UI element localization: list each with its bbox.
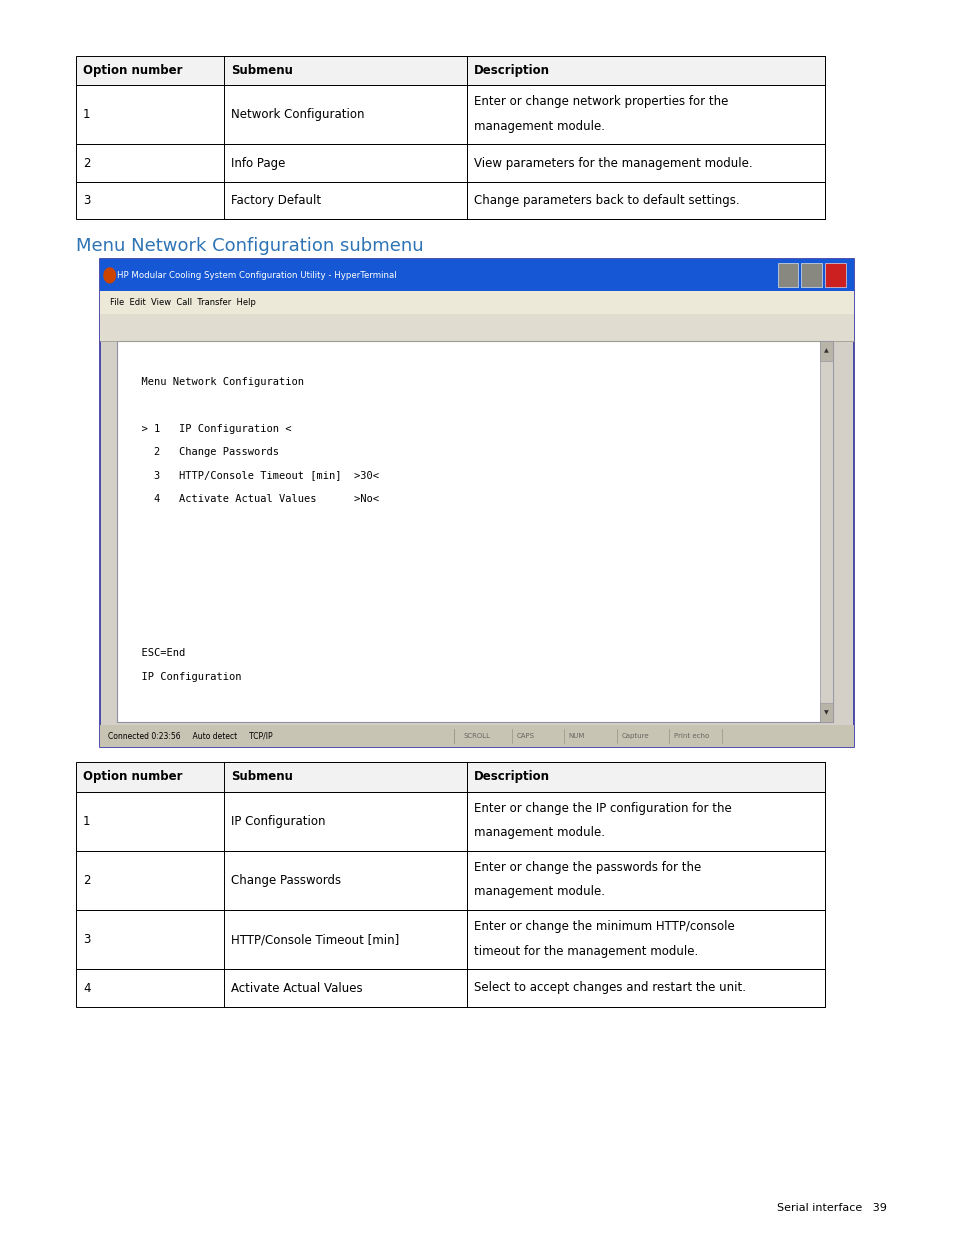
Bar [467, 85, 824, 144]
Bar [820, 341, 832, 722]
Text: timeout for the management module.: timeout for the management module. [474, 945, 698, 958]
Text: > 1   IP Configuration <: > 1 IP Configuration < [129, 424, 291, 433]
Bar [801, 263, 821, 288]
Text: 3: 3 [83, 194, 91, 206]
Bar [224, 182, 467, 219]
Bar [224, 969, 467, 1007]
Text: IP Configuration: IP Configuration [231, 815, 325, 827]
Bar [777, 263, 798, 288]
Bar [76, 144, 824, 182]
Text: IP Configuration: IP Configuration [129, 672, 241, 682]
Text: management module.: management module. [474, 826, 604, 840]
Bar [224, 144, 467, 182]
Text: Serial interface   39: Serial interface 39 [777, 1203, 886, 1213]
Text: 3: 3 [83, 934, 91, 946]
Bar [467, 792, 824, 851]
Text: NUM: NUM [568, 734, 584, 739]
Text: Select to accept changes and restart the unit.: Select to accept changes and restart the… [474, 982, 745, 994]
Text: Factory Default: Factory Default [231, 194, 320, 206]
Bar [76, 56, 824, 85]
Bar [467, 969, 824, 1007]
Bar [224, 85, 467, 144]
Text: Print echo: Print echo [673, 734, 708, 739]
Bar [100, 259, 853, 747]
Text: Info Page: Info Page [231, 157, 285, 169]
Text: Menu Network Configuration: Menu Network Configuration [129, 377, 303, 387]
Bar [467, 182, 824, 219]
Text: management module.: management module. [474, 885, 604, 899]
Bar [224, 56, 467, 85]
Bar [76, 85, 824, 144]
Text: 2: 2 [83, 157, 91, 169]
Text: Option number: Option number [83, 771, 182, 783]
Bar [224, 762, 467, 792]
Bar [224, 910, 467, 969]
Text: SCROLL: SCROLL [463, 734, 491, 739]
Bar [224, 792, 467, 851]
Bar [820, 341, 832, 361]
Bar [467, 56, 824, 85]
Text: Connected 0:23:56     Auto detect     TCP/IP: Connected 0:23:56 Auto detect TCP/IP [108, 731, 273, 741]
Text: Activate Actual Values: Activate Actual Values [231, 982, 362, 994]
Text: management module.: management module. [474, 120, 604, 133]
Text: View parameters for the management module.: View parameters for the management modul… [474, 157, 752, 169]
Text: ▼: ▼ [823, 710, 828, 715]
Text: HP Modular Cooling System Configuration Utility - HyperTerminal: HP Modular Cooling System Configuration … [117, 270, 396, 280]
Text: Submenu: Submenu [231, 64, 293, 77]
Bar [467, 910, 824, 969]
Bar [100, 259, 853, 291]
Text: 1: 1 [83, 109, 91, 121]
Text: Enter or change the IP configuration for the: Enter or change the IP configuration for… [474, 802, 731, 815]
Text: Change Passwords: Change Passwords [231, 874, 340, 887]
Bar [117, 341, 832, 722]
Text: File  Edit  View  Call  Transfer  Help: File Edit View Call Transfer Help [110, 298, 255, 308]
Bar [76, 851, 824, 910]
Text: 2: 2 [83, 874, 91, 887]
Text: HTTP/Console Timeout [min]: HTTP/Console Timeout [min] [231, 934, 398, 946]
Text: Option number: Option number [83, 64, 182, 77]
Text: Change parameters back to default settings.: Change parameters back to default settin… [474, 194, 739, 206]
Bar [820, 703, 832, 722]
Text: 4   Activate Actual Values      >No<: 4 Activate Actual Values >No< [129, 494, 378, 504]
Circle shape [104, 268, 115, 283]
Bar [100, 725, 853, 747]
Text: ESC=End: ESC=End [129, 648, 185, 658]
Bar [467, 851, 824, 910]
Bar [100, 291, 853, 314]
Text: 1: 1 [83, 815, 91, 827]
Text: Capture: Capture [620, 734, 648, 739]
Text: 2   Change Passwords: 2 Change Passwords [129, 447, 278, 457]
Text: 3   HTTP/Console Timeout [min]  >30<: 3 HTTP/Console Timeout [min] >30< [129, 471, 378, 480]
Bar [76, 182, 824, 219]
Bar [76, 792, 824, 851]
Text: CAPS: CAPS [516, 734, 534, 739]
Bar [224, 851, 467, 910]
Text: Network Configuration: Network Configuration [231, 109, 364, 121]
Text: Enter or change the minimum HTTP/console: Enter or change the minimum HTTP/console [474, 920, 734, 934]
Bar [76, 762, 824, 792]
Bar [467, 144, 824, 182]
Text: Menu Network Configuration submenu: Menu Network Configuration submenu [76, 237, 423, 256]
Bar [76, 969, 824, 1007]
Text: Submenu: Submenu [231, 771, 293, 783]
Text: Description: Description [474, 771, 550, 783]
Bar [100, 314, 853, 341]
Bar [824, 263, 845, 288]
Bar [76, 910, 824, 969]
Text: ▲: ▲ [823, 348, 828, 353]
Text: 4: 4 [83, 982, 91, 994]
Text: Description: Description [474, 64, 550, 77]
Bar [467, 762, 824, 792]
Text: Enter or change the passwords for the: Enter or change the passwords for the [474, 861, 700, 874]
Text: Enter or change network properties for the: Enter or change network properties for t… [474, 95, 728, 109]
